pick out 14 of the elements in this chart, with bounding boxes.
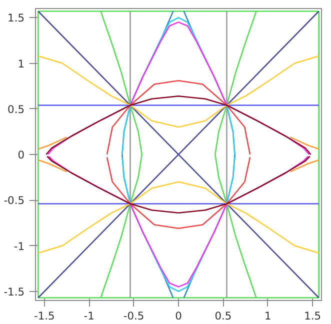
y-tick-label: -0.5 [4,194,25,208]
y-tick-label: -1.5 [4,285,25,298]
x-tick-label: 1.5 [304,310,322,322]
x-tick-label: -1 [84,310,94,322]
x-tick-label: -1.5 [34,310,55,322]
y-tick-label: -1 [14,240,25,253]
y-tick-label: 1.5 [8,12,25,25]
y-tick-label: 1 [18,57,24,70]
x-tick-label: 1 [264,310,272,322]
x-tick-label: 0 [175,310,182,322]
x-tick-label: -0.5 [123,310,144,322]
x-tick-label: 0.5 [214,310,232,322]
y-tick-label: 0 [18,148,25,162]
y-tick-label: 0.5 [8,102,25,116]
